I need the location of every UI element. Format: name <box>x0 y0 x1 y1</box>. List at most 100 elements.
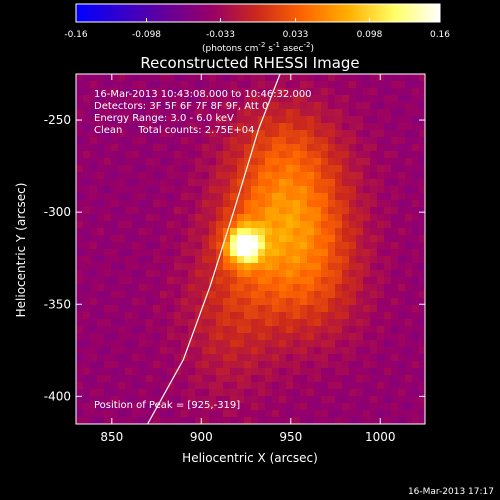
heatmap-pixel <box>279 354 287 362</box>
heatmap-pixel <box>83 361 91 369</box>
heatmap-pixel <box>125 368 133 376</box>
heatmap-pixel <box>167 312 175 320</box>
heatmap-pixel <box>342 319 350 327</box>
heatmap-pixel <box>279 95 287 103</box>
heatmap-pixel <box>209 263 217 271</box>
heatmap-pixel <box>419 270 425 278</box>
heatmap-pixel <box>97 95 105 103</box>
heatmap-pixel <box>279 312 287 320</box>
heatmap-pixel <box>258 214 266 222</box>
heatmap-pixel <box>370 270 378 278</box>
heatmap-pixel <box>335 186 343 194</box>
heatmap-pixel <box>146 256 154 264</box>
heatmap-pixel <box>237 88 245 96</box>
heatmap-pixel <box>286 165 294 173</box>
heatmap-pixel <box>244 403 252 411</box>
heatmap-pixel <box>153 228 161 236</box>
heatmap-pixel <box>314 116 322 124</box>
heatmap-pixel <box>90 137 98 145</box>
heatmap-pixel <box>384 277 392 285</box>
heatmap-pixel <box>321 403 329 411</box>
heatmap-pixel <box>342 298 350 306</box>
heatmap-pixel <box>160 95 168 103</box>
heatmap-pixel <box>349 214 357 222</box>
heatmap-pixel <box>272 382 280 390</box>
heatmap-pixel <box>321 368 329 376</box>
heatmap-pixel <box>335 130 343 138</box>
heatmap-pixel <box>398 116 406 124</box>
heatmap-pixel <box>188 396 196 404</box>
heatmap-pixel <box>286 137 294 145</box>
heatmap-pixel <box>398 88 406 96</box>
heatmap-pixel <box>286 340 294 348</box>
heatmap-pixel <box>265 221 273 229</box>
heatmap-pixel <box>202 319 210 327</box>
heatmap-pixel <box>342 81 350 89</box>
heatmap-pixel <box>398 319 406 327</box>
heatmap-pixel <box>160 214 168 222</box>
heatmap-pixel <box>244 81 252 89</box>
heatmap-pixel <box>195 270 203 278</box>
heatmap-pixel <box>209 396 217 404</box>
heatmap-pixel <box>83 249 91 257</box>
heatmap-pixel <box>300 207 308 215</box>
heatmap-pixel <box>237 382 245 390</box>
heatmap-pixel <box>300 319 308 327</box>
heatmap-pixel <box>104 326 112 334</box>
heatmap-pixel <box>342 109 350 117</box>
heatmap-pixel <box>181 137 189 145</box>
heatmap-pixel <box>356 165 364 173</box>
heatmap-pixel <box>328 298 336 306</box>
heatmap-pixel <box>90 249 98 257</box>
heatmap-pixel <box>391 319 399 327</box>
heatmap-pixel <box>216 403 224 411</box>
heatmap-pixel <box>258 81 266 89</box>
heatmap-pixel <box>314 256 322 264</box>
heatmap-pixel <box>265 291 273 299</box>
heatmap-pixel <box>174 375 182 383</box>
heatmap-pixel <box>118 263 126 271</box>
heatmap-pixel <box>237 151 245 159</box>
heatmap-pixel <box>363 410 371 418</box>
heatmap-pixel <box>153 347 161 355</box>
heatmap-pixel <box>398 403 406 411</box>
heatmap-pixel <box>321 186 329 194</box>
heatmap-pixel <box>307 74 315 82</box>
heatmap-pixel <box>97 389 105 397</box>
heatmap-pixel <box>251 214 259 222</box>
heatmap-pixel <box>258 256 266 264</box>
heatmap-pixel <box>104 368 112 376</box>
heatmap-pixel <box>230 375 238 383</box>
heatmap-pixel <box>300 277 308 285</box>
heatmap-pixel <box>125 417 133 424</box>
heatmap-pixel <box>118 165 126 173</box>
heatmap-pixel <box>132 333 140 341</box>
heatmap-pixel <box>342 403 350 411</box>
heatmap-pixel <box>111 396 119 404</box>
heatmap-pixel <box>398 277 406 285</box>
heatmap-pixel <box>160 130 168 138</box>
heatmap-pixel <box>398 256 406 264</box>
heatmap-pixel <box>398 270 406 278</box>
heatmap-pixel <box>209 207 217 215</box>
heatmap-pixel <box>300 242 308 250</box>
heatmap-pixel <box>174 305 182 313</box>
heatmap-pixel <box>412 207 420 215</box>
heatmap-pixel <box>328 165 336 173</box>
heatmap-pixel <box>181 319 189 327</box>
heatmap-pixel <box>335 228 343 236</box>
heatmap-pixel <box>349 396 357 404</box>
heatmap-pixel <box>293 263 301 271</box>
heatmap-pixel <box>349 417 357 424</box>
heatmap-pixel <box>188 193 196 201</box>
heatmap-pixel <box>132 151 140 159</box>
heatmap-pixel <box>349 102 357 110</box>
heatmap-pixel <box>90 200 98 208</box>
heatmap-pixel <box>419 102 425 110</box>
heatmap-pixel <box>279 81 287 89</box>
heatmap-pixel <box>258 137 266 145</box>
heatmap-pixel <box>363 249 371 257</box>
heatmap-pixel <box>90 256 98 264</box>
heatmap-pixel <box>286 88 294 96</box>
heatmap-pixel <box>209 284 217 292</box>
